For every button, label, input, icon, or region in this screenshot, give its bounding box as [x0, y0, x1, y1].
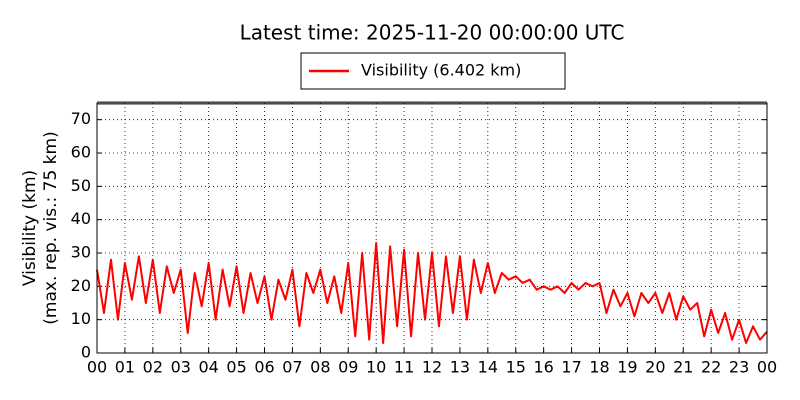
x-tick-label: 02	[143, 358, 163, 377]
x-tick-label: 07	[282, 358, 302, 377]
x-tick-label: 21	[673, 358, 693, 377]
y-tick-label: 30	[71, 243, 91, 262]
x-tick-label: 11	[394, 358, 414, 377]
x-tick-label: 18	[589, 358, 609, 377]
x-tick-label: 00	[87, 358, 107, 377]
x-tick-label: 12	[422, 358, 442, 377]
x-tick-label: 13	[450, 358, 470, 377]
y-tick-label: 40	[71, 209, 91, 228]
x-tick-label: 14	[478, 358, 498, 377]
x-tick-label: 01	[115, 358, 135, 377]
x-tick-label: 03	[171, 358, 191, 377]
x-tick-label: 05	[226, 358, 246, 377]
plot-frame	[96, 102, 768, 354]
legend-label: Visibility (6.402 km)	[361, 61, 521, 80]
x-tick-label: 17	[561, 358, 581, 377]
x-tick-label: 04	[198, 358, 218, 377]
x-tick-label: 22	[701, 358, 721, 377]
y-tick-label: 60	[71, 143, 91, 162]
y-axis-label: Visibility (km)	[20, 170, 40, 286]
x-tick-label: 00	[757, 358, 777, 377]
y-tick-label: 0	[81, 343, 91, 362]
series-line	[96, 242, 768, 344]
x-tick-label: 19	[617, 358, 637, 377]
x-tick-label: 08	[310, 358, 330, 377]
x-tick-label: 10	[366, 358, 386, 377]
x-tick-label: 16	[533, 358, 553, 377]
y-axis-label: (max. rep. vis.: 75 km)	[41, 131, 61, 324]
x-tick-label: 06	[254, 358, 274, 377]
y-tick-label: 70	[71, 109, 91, 128]
x-tick-label: 09	[338, 358, 358, 377]
y-tick-label: 50	[71, 176, 91, 195]
x-tick-label: 23	[729, 358, 749, 377]
y-tick-label: 10	[71, 309, 91, 328]
y-tick-label: 20	[71, 276, 91, 295]
chart-title: Latest time: 2025-11-20 00:00:00 UTC	[240, 21, 625, 45]
x-tick-label: 15	[506, 358, 526, 377]
x-tick-label: 20	[645, 358, 665, 377]
